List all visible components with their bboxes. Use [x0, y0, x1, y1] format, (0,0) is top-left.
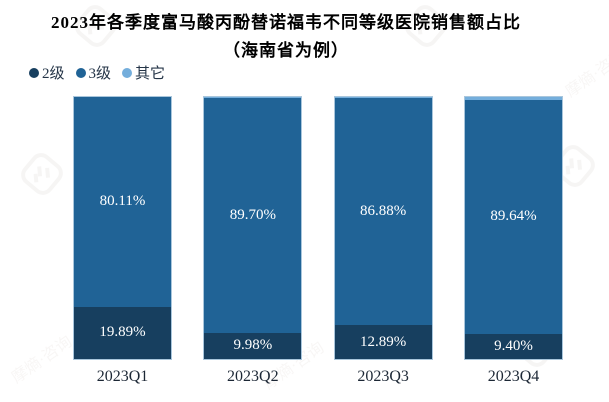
chart-title: 2023年各季度富马酸丙酚替诺福韦不同等级医院销售额占比 （海南省为例） [0, 8, 572, 61]
watermark-text: 摩熵·咨询 [8, 333, 76, 387]
legend-item-3级[interactable]: 3级 [75, 62, 112, 83]
segment-value-label: 80.11% [99, 193, 146, 210]
segment-value-label: 86.88% [360, 202, 407, 219]
watermark-logo-icon [16, 148, 68, 200]
bar-column-2023Q4: 89.64% 9.40% 2023Q4 [463, 96, 563, 386]
x-axis-label-2023Q4: 2023Q4 [487, 368, 540, 385]
bar-segment-其它[interactable] [464, 97, 562, 100]
stacked-bar-2023Q2[interactable]: 89.70% 9.98% [203, 96, 303, 360]
chart-title-line2: （海南省为例） [223, 41, 349, 60]
segment-value-label: 9.40% [494, 338, 533, 355]
bar-segment-3级[interactable]: 89.64% [464, 99, 562, 335]
bar-segment-3级[interactable]: 80.11% [74, 97, 171, 307]
bar-column-2023Q1: 80.11% 19.89% 2023Q1 [73, 96, 172, 386]
segment-value-label: 9.98% [233, 337, 273, 354]
x-axis-label-2023Q2: 2023Q2 [227, 368, 279, 385]
segment-value-label: 89.64% [490, 208, 537, 225]
bar-column-2023Q2: 89.70% 9.98% 2023Q2 [203, 96, 303, 386]
legend-label: 其它 [135, 66, 166, 82]
segment-value-label: 12.89% [360, 333, 407, 350]
stacked-bar-2023Q4[interactable]: 89.64% 9.40% [463, 96, 563, 360]
bar-segment-2级[interactable]: 9.98% [204, 332, 302, 359]
stacked-bar-chart: 80.11% 19.89% 2023Q1 89.70% 9.98% 2023Q2 86.88… [73, 96, 563, 386]
bar-segment-3级[interactable]: 86.88% [334, 97, 432, 326]
legend-item-2级[interactable]: 2级 [29, 62, 65, 83]
bar-column-2023Q3: 86.88% 12.89% 2023Q3 [333, 96, 433, 386]
legend-item-其它[interactable]: 其它 [122, 62, 165, 83]
x-axis-label-2023Q3: 2023Q3 [357, 368, 409, 385]
chart-title-line1: 2023年各季度富马酸丙酚替诺福韦不同等级医院销售额占比 [51, 13, 521, 32]
segment-value-label: 19.89% [99, 324, 146, 341]
bar-segment-其它[interactable] [204, 97, 302, 98]
bar-segment-2级[interactable]: 19.89% [74, 306, 171, 359]
bar-segment-2级[interactable]: 12.89% [334, 325, 432, 359]
legend-label: 3级 [88, 66, 112, 82]
legend: 2级 3级 其它 [29, 62, 165, 83]
bar-segment-3级[interactable]: 89.70% [204, 97, 302, 333]
bars: 80.11% 19.89% 2023Q1 89.70% 9.98% 2023Q2 86.88… [73, 96, 563, 386]
stacked-bar-2023Q1[interactable]: 80.11% 19.89% [73, 96, 172, 360]
stacked-bar-2023Q3[interactable]: 86.88% 12.89% [333, 96, 433, 360]
x-axis-label-2023Q1: 2023Q1 [96, 368, 149, 385]
segment-value-label: 89.70% [229, 206, 276, 223]
legend-dot-icon [75, 67, 86, 78]
legend-dot-icon [29, 67, 39, 78]
legend-label: 2级 [42, 66, 65, 82]
bar-segment-2级[interactable]: 9.40% [464, 334, 562, 359]
bar-segment-其它[interactable] [334, 97, 432, 98]
legend-dot-icon [122, 67, 133, 78]
